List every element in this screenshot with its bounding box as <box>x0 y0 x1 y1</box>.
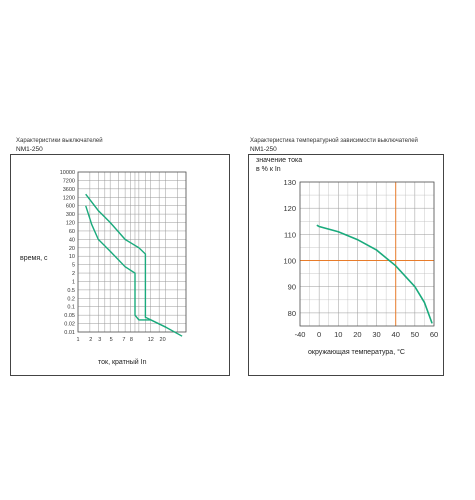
right-x-tick-label: 10 <box>334 330 342 339</box>
temperature-characteristic-chart: 80 90 100 110 120 130 -40 0 10 20 30 40 50 60 значение… <box>256 157 438 356</box>
left-y-tick-label: 120 <box>66 221 75 227</box>
left-y-tick-label: 10 <box>69 254 75 260</box>
left-series-line-1 <box>85 193 183 337</box>
left-y-tick-label: 0.01 <box>64 330 75 336</box>
right-y-tick-label: 110 <box>284 230 296 239</box>
left-y-tick-label: 300 <box>66 212 75 218</box>
left-y-tick-label: 1200 <box>63 195 75 201</box>
right-x-tick-label: 20 <box>353 330 361 339</box>
left-x-axis-label: ток, кратный In <box>98 358 147 366</box>
left-x-tick-label: 3 <box>98 337 101 343</box>
left-y-tick-label: 1 <box>72 279 75 285</box>
left-y-tick-label: 60 <box>69 229 75 235</box>
left-y-tick-label: 600 <box>66 204 75 210</box>
right-panel-title: Характеристика температурной зависимости… <box>250 138 418 144</box>
right-y-tick-label: 120 <box>283 204 296 213</box>
left-panel-frame <box>10 154 230 376</box>
left-x-tick-label: 7 <box>122 337 125 343</box>
right-y-tick-label: 130 <box>283 178 296 187</box>
right-y-tick-label: 100 <box>283 257 296 266</box>
left-y-tick-label: 0.5 <box>67 288 75 294</box>
left-y-tick-label: 10000 <box>60 170 75 176</box>
left-y-tick-label: 0.02 <box>64 322 75 328</box>
left-y-tick-label: 20 <box>69 246 75 252</box>
right-y-tick-label: 90 <box>288 283 296 292</box>
right-x-tick-label: 0 <box>317 330 321 339</box>
right-y-tick-label: 80 <box>288 309 296 318</box>
left-chart-panel: Характеристики выключателей NM1-250 1000… <box>10 136 230 376</box>
left-plot-border <box>77 171 187 333</box>
left-series-line-2 <box>85 205 167 328</box>
right-x-tick-label: 60 <box>430 330 438 339</box>
left-y-tick-label: 0.2 <box>67 296 75 302</box>
right-x-axis-label: окружающая температура, °C <box>308 348 405 356</box>
left-x-tick-label: 1 <box>76 337 79 343</box>
left-x-tick-label: 2 <box>89 337 92 343</box>
tripping-characteristic-chart: 10000720036001200600300120604020105210.5… <box>20 170 187 366</box>
left-x-tick-label: 20 <box>160 337 166 343</box>
left-y-tick-label: 5 <box>72 263 75 269</box>
right-x-tick-label: -40 <box>295 330 306 339</box>
left-x-tick-label: 5 <box>110 337 113 343</box>
left-y-tick-label: 7200 <box>63 178 75 184</box>
left-y-tick-label: 2 <box>72 271 75 277</box>
right-y-axis-label: значение тока <box>256 157 302 164</box>
left-x-tick-label: 8 <box>130 337 133 343</box>
right-chart-panel: Характеристика температурной зависимости… <box>248 136 444 376</box>
right-x-tick-label: 50 <box>411 330 419 339</box>
left-y-tick-label: 0.1 <box>67 305 75 311</box>
right-panel-subtitle: NM1-250 <box>250 146 277 153</box>
left-panel-title: Характеристики выключателей <box>16 138 103 144</box>
right-series-line-1 <box>316 224 433 324</box>
left-x-tick-label: 12 <box>148 337 154 343</box>
left-y-tick-label: 0.05 <box>64 313 75 319</box>
left-y-tick-label: 40 <box>69 237 75 243</box>
right-x-tick-label: 40 <box>392 330 400 339</box>
left-panel-subtitle: NM1-250 <box>16 146 43 153</box>
right-panel-frame <box>248 154 444 376</box>
left-y-axis-label: время, с <box>20 255 48 262</box>
left-y-tick-label: 3600 <box>63 187 75 193</box>
right-y-axis-label: в % к In <box>256 166 281 173</box>
right-x-tick-label: 30 <box>372 330 380 339</box>
right-plot-border <box>299 181 435 327</box>
